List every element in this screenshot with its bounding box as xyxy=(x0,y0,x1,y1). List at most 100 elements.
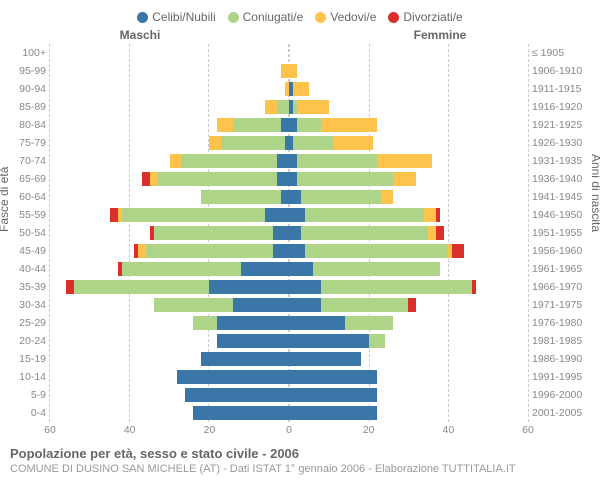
birth-year-label: 1981-1985 xyxy=(532,332,582,350)
bar-segment-celibi xyxy=(289,118,297,132)
age-label: 45-49 xyxy=(19,242,46,260)
chart-area: Fasce di età 100+95-9990-9485-8980-8475-… xyxy=(0,42,600,422)
age-label: 70-74 xyxy=(19,152,46,170)
age-label: 60-64 xyxy=(19,188,46,206)
bar-segment-coniugati xyxy=(297,118,321,132)
bar-segment-coniugati xyxy=(201,190,281,204)
bar-segment-divorziati xyxy=(436,226,444,240)
bar-segment-vedovi xyxy=(297,100,329,114)
bar-segment-celibi xyxy=(217,316,289,330)
xtick: 60 xyxy=(522,424,534,436)
bar-row xyxy=(289,296,528,314)
bar-segment-celibi xyxy=(265,208,289,222)
bar-row xyxy=(50,278,289,296)
birth-year-label: 1961-1965 xyxy=(532,260,582,278)
birth-year-label: 1996-2000 xyxy=(532,386,582,404)
bar-row xyxy=(289,62,528,80)
legend-item: Coniugati/e xyxy=(228,10,304,24)
legend-label: Vedovi/e xyxy=(330,10,376,24)
bar-segment-celibi xyxy=(185,388,289,402)
bar-segment-coniugati xyxy=(305,208,425,222)
bar-row xyxy=(50,296,289,314)
birth-year-label: 1986-1990 xyxy=(532,350,582,368)
bar-row xyxy=(289,368,528,386)
bar-segment-vedovi xyxy=(428,226,436,240)
birth-year-label: 1966-1970 xyxy=(532,278,582,296)
bar-segment-vedovi xyxy=(381,190,393,204)
age-label: 90-94 xyxy=(19,80,46,98)
bar-row xyxy=(289,170,528,188)
xtick: 40 xyxy=(124,424,136,436)
bar-segment-coniugati xyxy=(122,208,265,222)
legend-label: Coniugati/e xyxy=(243,10,304,24)
bar-segment-celibi xyxy=(289,154,297,168)
plot-female xyxy=(289,44,528,422)
legend-item: Celibi/Nubili xyxy=(137,10,215,24)
bar-segment-vedovi xyxy=(289,64,297,78)
bar-segment-coniugati xyxy=(193,316,217,330)
bar-segment-coniugati xyxy=(158,172,278,186)
bar-segment-vedovi xyxy=(281,64,289,78)
age-label: 50-54 xyxy=(19,224,46,242)
birth-year-label: 1971-1975 xyxy=(532,296,582,314)
bar-row xyxy=(50,224,289,242)
xtick: 40 xyxy=(442,424,454,436)
bar-segment-coniugati xyxy=(321,280,472,294)
celibi-swatch xyxy=(137,12,148,23)
bar-segment-coniugati xyxy=(154,226,274,240)
bar-segment-coniugati xyxy=(154,298,234,312)
bar-segment-celibi xyxy=(289,208,305,222)
bar-segment-vedovi xyxy=(393,172,417,186)
bar-segment-coniugati xyxy=(221,136,285,150)
birth-year-label: 1956-1960 xyxy=(532,242,582,260)
bar-segment-coniugati xyxy=(181,154,277,168)
age-label: 40-44 xyxy=(19,260,46,278)
male-header: Maschi xyxy=(50,28,290,42)
bar-segment-coniugati xyxy=(301,226,428,240)
bar-row xyxy=(50,44,289,62)
birth-year-label: 2001-2005 xyxy=(532,404,582,422)
bar-segment-coniugati xyxy=(122,262,242,276)
bar-segment-celibi xyxy=(289,298,321,312)
bar-segment-vedovi xyxy=(424,208,436,222)
bar-segment-celibi xyxy=(241,262,289,276)
bar-segment-coniugati xyxy=(146,244,273,258)
bar-segment-celibi xyxy=(289,316,345,330)
bar-segment-celibi xyxy=(277,172,289,186)
bar-segment-celibi xyxy=(209,280,289,294)
bar-segment-celibi xyxy=(281,190,289,204)
bar-segment-divorziati xyxy=(452,244,464,258)
bar-segment-celibi xyxy=(289,406,377,420)
birth-year-label: 1911-1915 xyxy=(532,80,581,98)
birth-year-label: 1951-1955 xyxy=(532,224,582,242)
bar-row xyxy=(289,188,528,206)
bar-row xyxy=(50,116,289,134)
bar-segment-coniugati xyxy=(297,154,377,168)
birth-year-label: 1941-1945 xyxy=(532,188,582,206)
bar-row xyxy=(50,98,289,116)
bar-row xyxy=(289,332,528,350)
plot xyxy=(50,44,528,422)
age-label: 5-9 xyxy=(31,386,46,404)
age-label: 55-59 xyxy=(19,206,46,224)
bar-segment-celibi xyxy=(281,118,289,132)
xtick: 0 xyxy=(286,424,292,436)
bar-segment-coniugati xyxy=(321,298,409,312)
birth-year-label: ≤ 1905 xyxy=(532,44,564,62)
bar-segment-divorziati xyxy=(436,208,440,222)
age-label: 85-89 xyxy=(19,98,46,116)
bar-segment-coniugati xyxy=(277,100,289,114)
age-label: 100+ xyxy=(22,44,46,62)
bar-row xyxy=(50,260,289,278)
bar-segment-celibi xyxy=(201,352,289,366)
bar-segment-celibi xyxy=(289,388,377,402)
bar-segment-divorziati xyxy=(472,280,476,294)
bar-row xyxy=(50,62,289,80)
legend-label: Divorziati/e xyxy=(403,10,462,24)
birth-year-label: 1991-1995 xyxy=(532,368,582,386)
birth-year-label: 1931-1935 xyxy=(532,152,582,170)
birth-year-label: 1946-1950 xyxy=(532,206,582,224)
bar-segment-divorziati xyxy=(142,172,150,186)
bar-segment-celibi xyxy=(289,226,301,240)
bar-row xyxy=(289,224,528,242)
